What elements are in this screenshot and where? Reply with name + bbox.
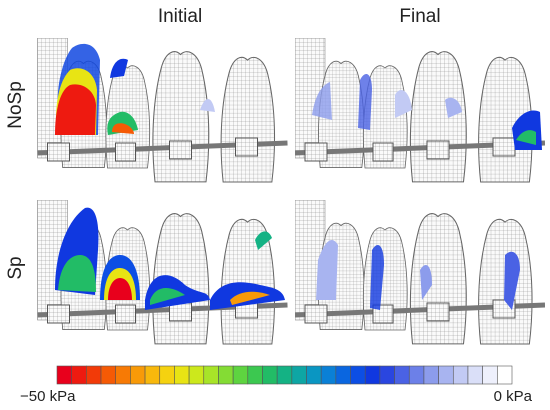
colorbar-swatch [320, 365, 337, 385]
panel-initial-sp [38, 200, 288, 344]
colorbar-swatch [159, 365, 175, 385]
colorbar-swatch [144, 365, 161, 385]
colorbar-swatch [276, 365, 293, 385]
colorbar-swatch [423, 365, 439, 385]
colorbar-swatch [56, 365, 72, 385]
colorbar-swatch [203, 365, 219, 385]
colorbar-swatch [100, 365, 117, 385]
row-title: Sp [5, 256, 26, 279]
column-title: Final [399, 6, 440, 27]
panel-final-nosp [295, 38, 545, 182]
colorbar-swatch [350, 365, 366, 385]
colorbar-swatch [115, 365, 131, 385]
panel-final-sp [295, 200, 545, 344]
colorbar-swatch [232, 365, 249, 385]
panel-initial-nosp [38, 38, 288, 182]
colorbar-swatch [218, 365, 234, 385]
colorbar-min-label: −50 kPa [20, 388, 76, 405]
colorbar-swatch [438, 365, 454, 385]
colorbar [56, 365, 513, 385]
colorbar-swatch [497, 365, 513, 385]
colorbar-swatch [482, 365, 498, 385]
colorbar-swatch [408, 365, 425, 385]
colorbar-swatch [188, 365, 205, 385]
colorbar-swatch [306, 365, 322, 385]
colorbar-swatch [452, 365, 469, 385]
colorbar-swatch [364, 365, 381, 385]
colorbar-swatch [71, 365, 87, 385]
colorbar-swatch [262, 365, 278, 385]
colorbar-swatch [394, 365, 410, 385]
colorbar-swatch [335, 365, 351, 385]
colorbar-swatch [467, 365, 483, 385]
colorbar-swatch [174, 365, 190, 385]
colorbar-max-label: 0 kPa [494, 388, 533, 405]
colorbar-swatch [86, 365, 102, 385]
row-title: NoSp [5, 81, 26, 129]
colorbar-swatch [130, 365, 146, 385]
colorbar-swatch [379, 365, 395, 385]
colorbar-swatch [247, 365, 263, 385]
colorbar-swatch [291, 365, 307, 385]
column-title: Initial [158, 6, 202, 27]
